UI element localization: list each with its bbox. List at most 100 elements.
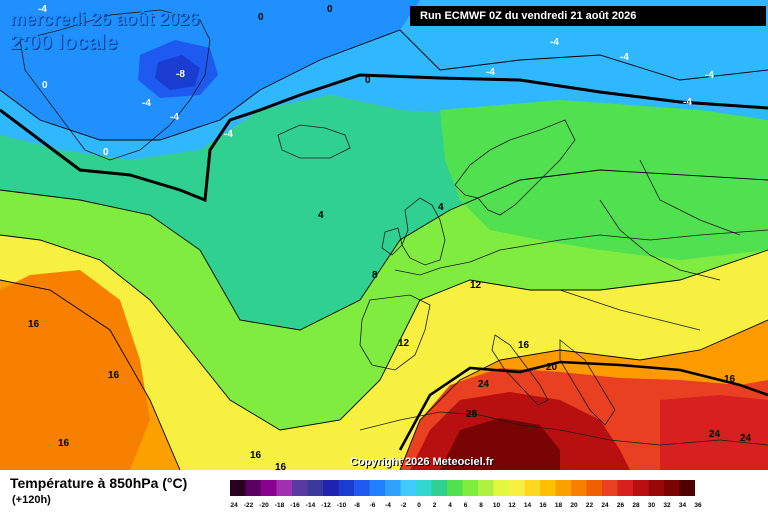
scale-swatch bbox=[338, 480, 354, 496]
scale-swatch bbox=[230, 480, 246, 496]
scale-tick-label: 18 bbox=[555, 502, 563, 509]
greenland-coast bbox=[19, 9, 211, 161]
isotherms bbox=[0, 29, 768, 470]
contour-label: 4 bbox=[438, 202, 444, 213]
scale-ticks: -24-22-20-18-16-14-12-10-8-6-4-202468101… bbox=[230, 502, 702, 509]
isotherm-minus4 bbox=[0, 29, 768, 141]
scale-swatch bbox=[493, 480, 509, 496]
scale-swatch bbox=[292, 480, 308, 496]
scale-swatch bbox=[416, 480, 432, 496]
contour-label: 0 bbox=[42, 80, 48, 91]
scale-swatch bbox=[664, 480, 680, 496]
scale-swatch bbox=[478, 480, 494, 496]
band-green-east bbox=[440, 100, 768, 260]
isotherm-4 bbox=[0, 169, 768, 331]
scale-swatch bbox=[555, 480, 571, 496]
scale-tick-label: 2 bbox=[433, 502, 437, 509]
contour-label: 0 bbox=[103, 147, 109, 158]
iceland-coast bbox=[277, 124, 351, 159]
scale-swatch bbox=[602, 480, 618, 496]
band-orange-west-inner bbox=[0, 270, 150, 470]
copyright-notice: Copyright 2026 Meteociel.fr bbox=[350, 456, 494, 468]
scale-tick-label: -4 bbox=[385, 502, 391, 509]
contour-label: 0 bbox=[327, 4, 333, 15]
lead-time-label: (+120h) bbox=[12, 494, 51, 506]
scale-swatch bbox=[617, 480, 633, 496]
contour-label: -4 bbox=[486, 67, 495, 78]
scale-tick-label: -6 bbox=[370, 502, 376, 509]
scale-tick-label: 0 bbox=[417, 502, 421, 509]
band-cold-center bbox=[155, 55, 200, 90]
scale-tick-label: 26 bbox=[617, 502, 625, 509]
scale-swatch bbox=[307, 480, 323, 496]
scale-swatch bbox=[261, 480, 277, 496]
contour-label: 12 bbox=[470, 280, 482, 291]
britain-coast bbox=[401, 197, 446, 266]
contour-label: 16 bbox=[518, 340, 530, 351]
continent-coast bbox=[394, 229, 768, 276]
scale-tick-label: -2 bbox=[401, 502, 407, 509]
contour-label: 20 bbox=[546, 362, 558, 373]
isotherm-twenty-thick bbox=[398, 360, 768, 451]
scale-swatch bbox=[400, 480, 416, 496]
scale-swatch bbox=[369, 480, 385, 496]
band-yellow bbox=[0, 235, 768, 470]
scale-swatch bbox=[633, 480, 649, 496]
scale-tick-label: 8 bbox=[479, 502, 483, 509]
contour-label: 16 bbox=[58, 438, 70, 449]
contour-label: 24 bbox=[709, 429, 721, 440]
contour-label: -4 bbox=[550, 37, 559, 48]
scale-swatch bbox=[245, 480, 261, 496]
scale-tick-label: 36 bbox=[694, 502, 702, 509]
scale-tick-label: -16 bbox=[290, 502, 300, 509]
contour-label: 8 bbox=[372, 270, 378, 281]
contour-label: -4 bbox=[170, 112, 179, 123]
contour-label: -8 bbox=[176, 69, 185, 80]
balkans-coast bbox=[559, 339, 616, 426]
scale-tick-label: 16 bbox=[539, 502, 547, 509]
scale-tick-label: 12 bbox=[508, 502, 516, 509]
isotherm-12 bbox=[0, 279, 768, 470]
forecast-date: mercredi 26 août 2026 bbox=[10, 9, 200, 29]
contour-label: 28 bbox=[466, 409, 478, 420]
scale-swatches bbox=[230, 480, 695, 496]
contour-label: 24 bbox=[740, 433, 752, 444]
isotherm-8 bbox=[0, 234, 768, 431]
scale-swatch bbox=[586, 480, 602, 496]
scale-swatch bbox=[509, 480, 525, 496]
scale-tick-label: -20 bbox=[259, 502, 269, 509]
contour-label: -4 bbox=[142, 98, 151, 109]
scale-tick-label: 6 bbox=[464, 502, 468, 509]
band-red-east bbox=[660, 395, 768, 470]
scale-swatch bbox=[323, 480, 339, 496]
scandinavia-coast bbox=[454, 119, 576, 216]
contour-label: 16 bbox=[724, 374, 736, 385]
scale-tick-label: 24 bbox=[601, 502, 609, 509]
scale-tick-label: 10 bbox=[493, 502, 501, 509]
scale-tick-label: 28 bbox=[632, 502, 640, 509]
scale-swatch bbox=[447, 480, 463, 496]
contour-label: 16 bbox=[28, 319, 40, 330]
contour-labels: -4 0 0 -8 -4 -4 -4 0 0 -4 -4 -4 -4 -4 0 … bbox=[28, 4, 752, 470]
scale-swatch bbox=[648, 480, 664, 496]
italy-coast bbox=[491, 334, 549, 406]
temperature-map: -4 0 0 -8 -4 -4 -4 0 0 -4 -4 -4 -4 -4 0 … bbox=[0, 0, 768, 470]
scale-tick-label: -22 bbox=[244, 502, 254, 509]
scale-tick-label: 34 bbox=[679, 502, 687, 509]
scale-swatch bbox=[354, 480, 370, 496]
scale-tick-label: 22 bbox=[586, 502, 594, 509]
contour-label: 16 bbox=[275, 462, 287, 470]
forecast-time: 2:00 locale bbox=[10, 31, 118, 54]
scale-tick-label: -12 bbox=[321, 502, 331, 509]
scale-tick-label: 32 bbox=[663, 502, 671, 509]
scale-tick-label: 20 bbox=[570, 502, 578, 509]
contour-label: 0 bbox=[258, 12, 264, 23]
contour-label: 12 bbox=[398, 338, 410, 349]
contour-label: -4 bbox=[224, 129, 233, 140]
contour-label: -4 bbox=[683, 97, 692, 108]
eastern-borders bbox=[559, 159, 741, 331]
scale-tick-label: -18 bbox=[275, 502, 285, 509]
scale-tick-label: 4 bbox=[448, 502, 452, 509]
scale-tick-label: -24 bbox=[230, 502, 238, 509]
contour-label: -4 bbox=[38, 4, 47, 15]
